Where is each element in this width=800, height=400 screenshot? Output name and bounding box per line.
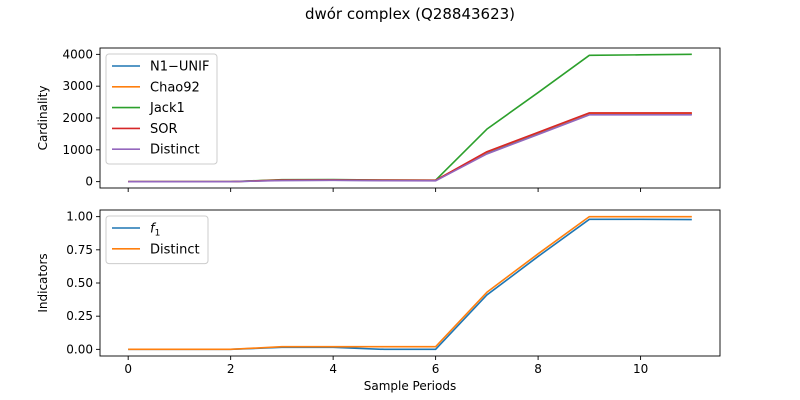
y-tick-label: 1.00 (66, 210, 93, 224)
x-tick-label: 10 (633, 362, 648, 376)
x-tick-label: 6 (432, 362, 440, 376)
legend-frame (105, 53, 218, 165)
figure-title: dwór complex (Q28843623) (305, 5, 515, 23)
y-tick-label: 0 (85, 175, 93, 189)
x-axis-label: Sample Periods (364, 379, 456, 393)
y-tick-label: 4000 (62, 47, 93, 61)
legend-label: Distinct (150, 143, 200, 158)
y-tick-label: 0.50 (66, 276, 93, 290)
x-tick-label: 0 (124, 362, 132, 376)
y-tick-label: 1000 (62, 143, 93, 157)
panel-2: 0 2 4 6 8 10 0.00 0.25 0.50 0.75 1.00 Indicators Sam… (36, 209, 721, 393)
series-line-2-1 (128, 218, 692, 351)
legend: N1−UNIF Chao92 Jack1 SOR Distinct (105, 53, 218, 165)
legend-label: f1 (150, 222, 160, 239)
y-axis-label: Cardinality (36, 86, 50, 151)
legend: f1 Distinct (105, 215, 209, 265)
y-tick-label: 2000 (62, 111, 93, 125)
y-axis-label: Indicators (36, 253, 50, 312)
legend-label: N1−UNIF (150, 60, 209, 75)
x-tick-label: 2 (227, 362, 235, 376)
legend-label: SOR (150, 122, 178, 137)
series-line-2-2 (128, 215, 692, 351)
x-tick-label: 4 (329, 362, 337, 376)
y-tick-label: 3000 (62, 79, 93, 93)
legend-label: Distinct (150, 242, 200, 257)
legend-label: Jack1 (149, 101, 185, 116)
y-tick-label: 0.25 (66, 309, 93, 323)
series-line-1-5 (128, 114, 692, 183)
panel-1: 0 1000 2000 3000 4000 Cardinality N1−UNIF Chao9… (36, 47, 721, 192)
y-tick-label: 0.00 (66, 342, 93, 356)
y-tick-label: 0.75 (66, 243, 93, 257)
legend-label: Chao92 (150, 80, 200, 95)
x-tick-label: 8 (534, 362, 542, 376)
